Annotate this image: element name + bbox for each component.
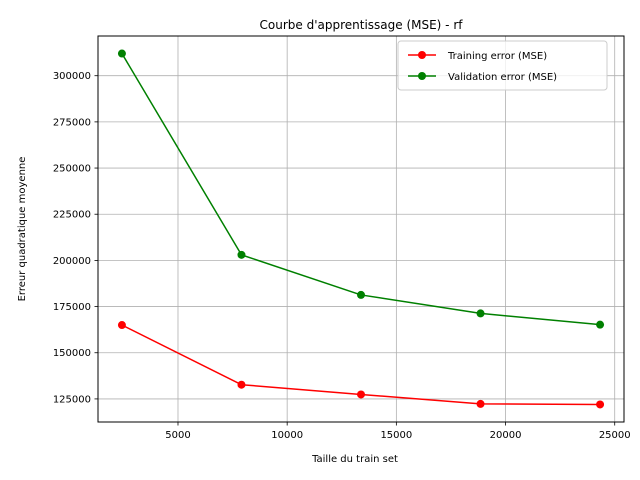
data-point <box>117 49 126 58</box>
y-tick-label: 125000 <box>53 394 91 405</box>
legend-label-validation: Validation error (MSE) <box>448 72 557 83</box>
y-tick-label: 175000 <box>53 302 91 313</box>
legend: Training error (MSE) Validation error (M… <box>397 40 608 91</box>
chart-title: Courbe d'apprentissage (MSE) - rf <box>260 18 464 32</box>
y-tick-label: 200000 <box>53 256 91 267</box>
data-point <box>596 320 605 329</box>
data-point <box>476 399 485 408</box>
x-axis: 5000 10000 15000 20000 25000 <box>165 422 631 441</box>
x-tick-label: 20000 <box>490 430 522 441</box>
data-point <box>596 400 605 409</box>
data-point <box>357 390 365 399</box>
plot-frame <box>97 35 625 423</box>
y-tick-label: 225000 <box>53 210 91 221</box>
x-tick-label: 10000 <box>271 430 303 441</box>
data-point <box>237 250 246 259</box>
series <box>117 49 605 409</box>
y-tick-label: 250000 <box>53 164 91 175</box>
y-tick-label: 150000 <box>53 348 91 359</box>
data-point <box>117 321 126 330</box>
legend-marker-training <box>418 51 426 59</box>
data-point <box>476 309 485 318</box>
y-tick-label: 300000 <box>53 71 91 82</box>
series-1 <box>117 49 605 329</box>
data-point <box>237 380 246 389</box>
x-tick-label: 5000 <box>165 430 190 441</box>
y-axis-title: Erreur quadratique moyenne <box>17 157 28 302</box>
legend-marker-validation <box>418 72 426 80</box>
x-tick-label: 15000 <box>380 430 412 441</box>
legend-label-training: Training error (MSE) <box>447 51 547 62</box>
y-axis: 125000 150000 175000 200000 225000 250000 2750… <box>53 71 98 405</box>
y-tick-label: 275000 <box>53 117 91 128</box>
data-point <box>357 290 365 299</box>
legend-box <box>397 40 608 91</box>
x-axis-title: Taille du train set <box>311 454 398 465</box>
plot-area <box>98 36 624 422</box>
x-tick-label: 25000 <box>599 430 631 441</box>
grid <box>98 36 624 422</box>
series-0 <box>117 321 605 409</box>
